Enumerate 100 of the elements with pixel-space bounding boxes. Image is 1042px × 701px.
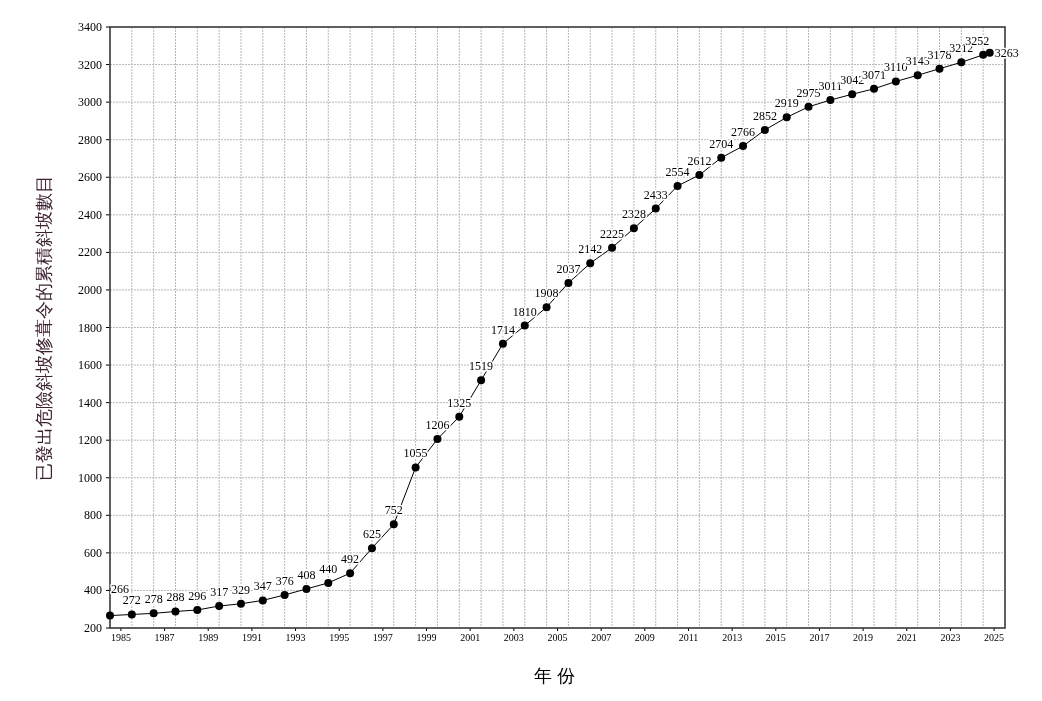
point — [324, 578, 333, 587]
x-tick-label: 1985 — [110, 632, 131, 643]
point — [739, 142, 748, 151]
data-label: 2037 — [556, 261, 581, 276]
point — [455, 412, 464, 421]
data-label: 1055 — [403, 446, 428, 461]
x-tick-label: 2013 — [722, 632, 743, 643]
point — [782, 113, 791, 122]
data-label: 440 — [319, 561, 338, 576]
point — [870, 84, 879, 93]
data-label: 492 — [341, 552, 360, 567]
y-tick-label: 2200 — [78, 245, 102, 260]
data-label: 2554 — [665, 164, 690, 179]
y-tick-label: 1000 — [78, 470, 102, 485]
y-tick-label: 1400 — [78, 395, 102, 410]
data-label: 266 — [111, 581, 129, 596]
y-tick-label: 200 — [84, 621, 102, 635]
point — [433, 435, 442, 444]
x-tick-label: 2007 — [591, 632, 612, 643]
point — [717, 153, 726, 162]
point — [673, 181, 682, 190]
point — [848, 90, 857, 99]
data-label: 272 — [122, 593, 141, 608]
point — [651, 204, 660, 213]
point — [913, 71, 922, 80]
data-label: 1325 — [447, 395, 472, 410]
point — [979, 50, 988, 59]
x-tick-label: 2019 — [853, 632, 874, 643]
point — [258, 596, 267, 605]
y-tick-label: 1600 — [78, 358, 102, 373]
x-tick-label: 2017 — [809, 632, 830, 643]
point — [280, 590, 289, 599]
point — [236, 599, 245, 608]
y-tick-label: 1200 — [78, 433, 102, 448]
y-tick-label: 3400 — [78, 20, 102, 34]
data-label: 2225 — [600, 226, 625, 241]
point — [542, 303, 551, 312]
data-label: 2612 — [687, 154, 712, 168]
point — [171, 607, 180, 616]
y-axis-title: 已發出危險斜坡修葺令的累積斜坡數目 — [33, 174, 54, 481]
point — [106, 611, 114, 620]
x-tick-label: 1989 — [198, 632, 219, 643]
point — [629, 224, 638, 233]
x-tick-label: 2025 — [984, 632, 1005, 643]
data-label: 2766 — [731, 125, 756, 140]
point — [498, 339, 507, 348]
y-tick-label: 800 — [84, 508, 102, 523]
y-tick-label: 3200 — [78, 57, 102, 72]
data-label: 408 — [297, 567, 316, 582]
point — [695, 171, 704, 179]
point — [127, 610, 136, 619]
data-label: 2852 — [752, 108, 777, 123]
point — [957, 58, 966, 67]
x-tick-label: 2001 — [460, 632, 481, 643]
y-tick-label: 2600 — [78, 170, 102, 185]
y-tick-label: 2000 — [78, 282, 102, 297]
point — [608, 243, 617, 252]
x-tick-label: 2015 — [765, 632, 786, 643]
point — [935, 64, 944, 73]
point — [149, 609, 158, 618]
x-tick-label: 2021 — [896, 632, 917, 643]
data-label: 2704 — [709, 136, 734, 151]
x-tick-label: 2003 — [503, 632, 524, 643]
data-label: 317 — [210, 585, 229, 600]
point — [804, 102, 813, 111]
point — [389, 520, 398, 529]
point — [193, 605, 202, 614]
x-tick-label: 2023 — [940, 632, 961, 643]
x-tick-label: 1999 — [416, 632, 437, 643]
point — [302, 584, 311, 593]
point — [760, 125, 769, 134]
point — [367, 544, 376, 553]
x-tick-label: 1991 — [241, 632, 262, 643]
point — [985, 48, 994, 57]
x-tick-label: 1993 — [285, 632, 306, 643]
y-tick-label: 1800 — [78, 320, 102, 335]
data-label: 2142 — [578, 242, 603, 257]
data-label: 1714 — [490, 322, 515, 337]
point — [586, 259, 595, 268]
x-tick-label: 1995 — [329, 632, 350, 643]
x-tick-label: 2005 — [547, 632, 568, 643]
data-label: 1908 — [534, 286, 559, 301]
data-label: 1206 — [425, 418, 450, 433]
data-label: 376 — [275, 573, 294, 588]
data-label: 288 — [166, 590, 185, 605]
data-label: 1810 — [512, 304, 537, 319]
data-label: 329 — [231, 582, 250, 597]
x-tick-label: 2009 — [634, 632, 655, 643]
data-label: 2328 — [621, 207, 646, 222]
point — [346, 569, 355, 578]
data-label: 625 — [362, 527, 381, 542]
data-label: 2433 — [643, 187, 668, 202]
point — [477, 376, 486, 385]
point — [411, 463, 420, 472]
data-label: 278 — [144, 592, 163, 607]
data-label: 296 — [188, 588, 207, 603]
x-tick-label: 2011 — [678, 632, 699, 643]
data-label: 347 — [253, 579, 272, 594]
point — [891, 77, 900, 86]
y-tick-label: 400 — [84, 583, 102, 598]
